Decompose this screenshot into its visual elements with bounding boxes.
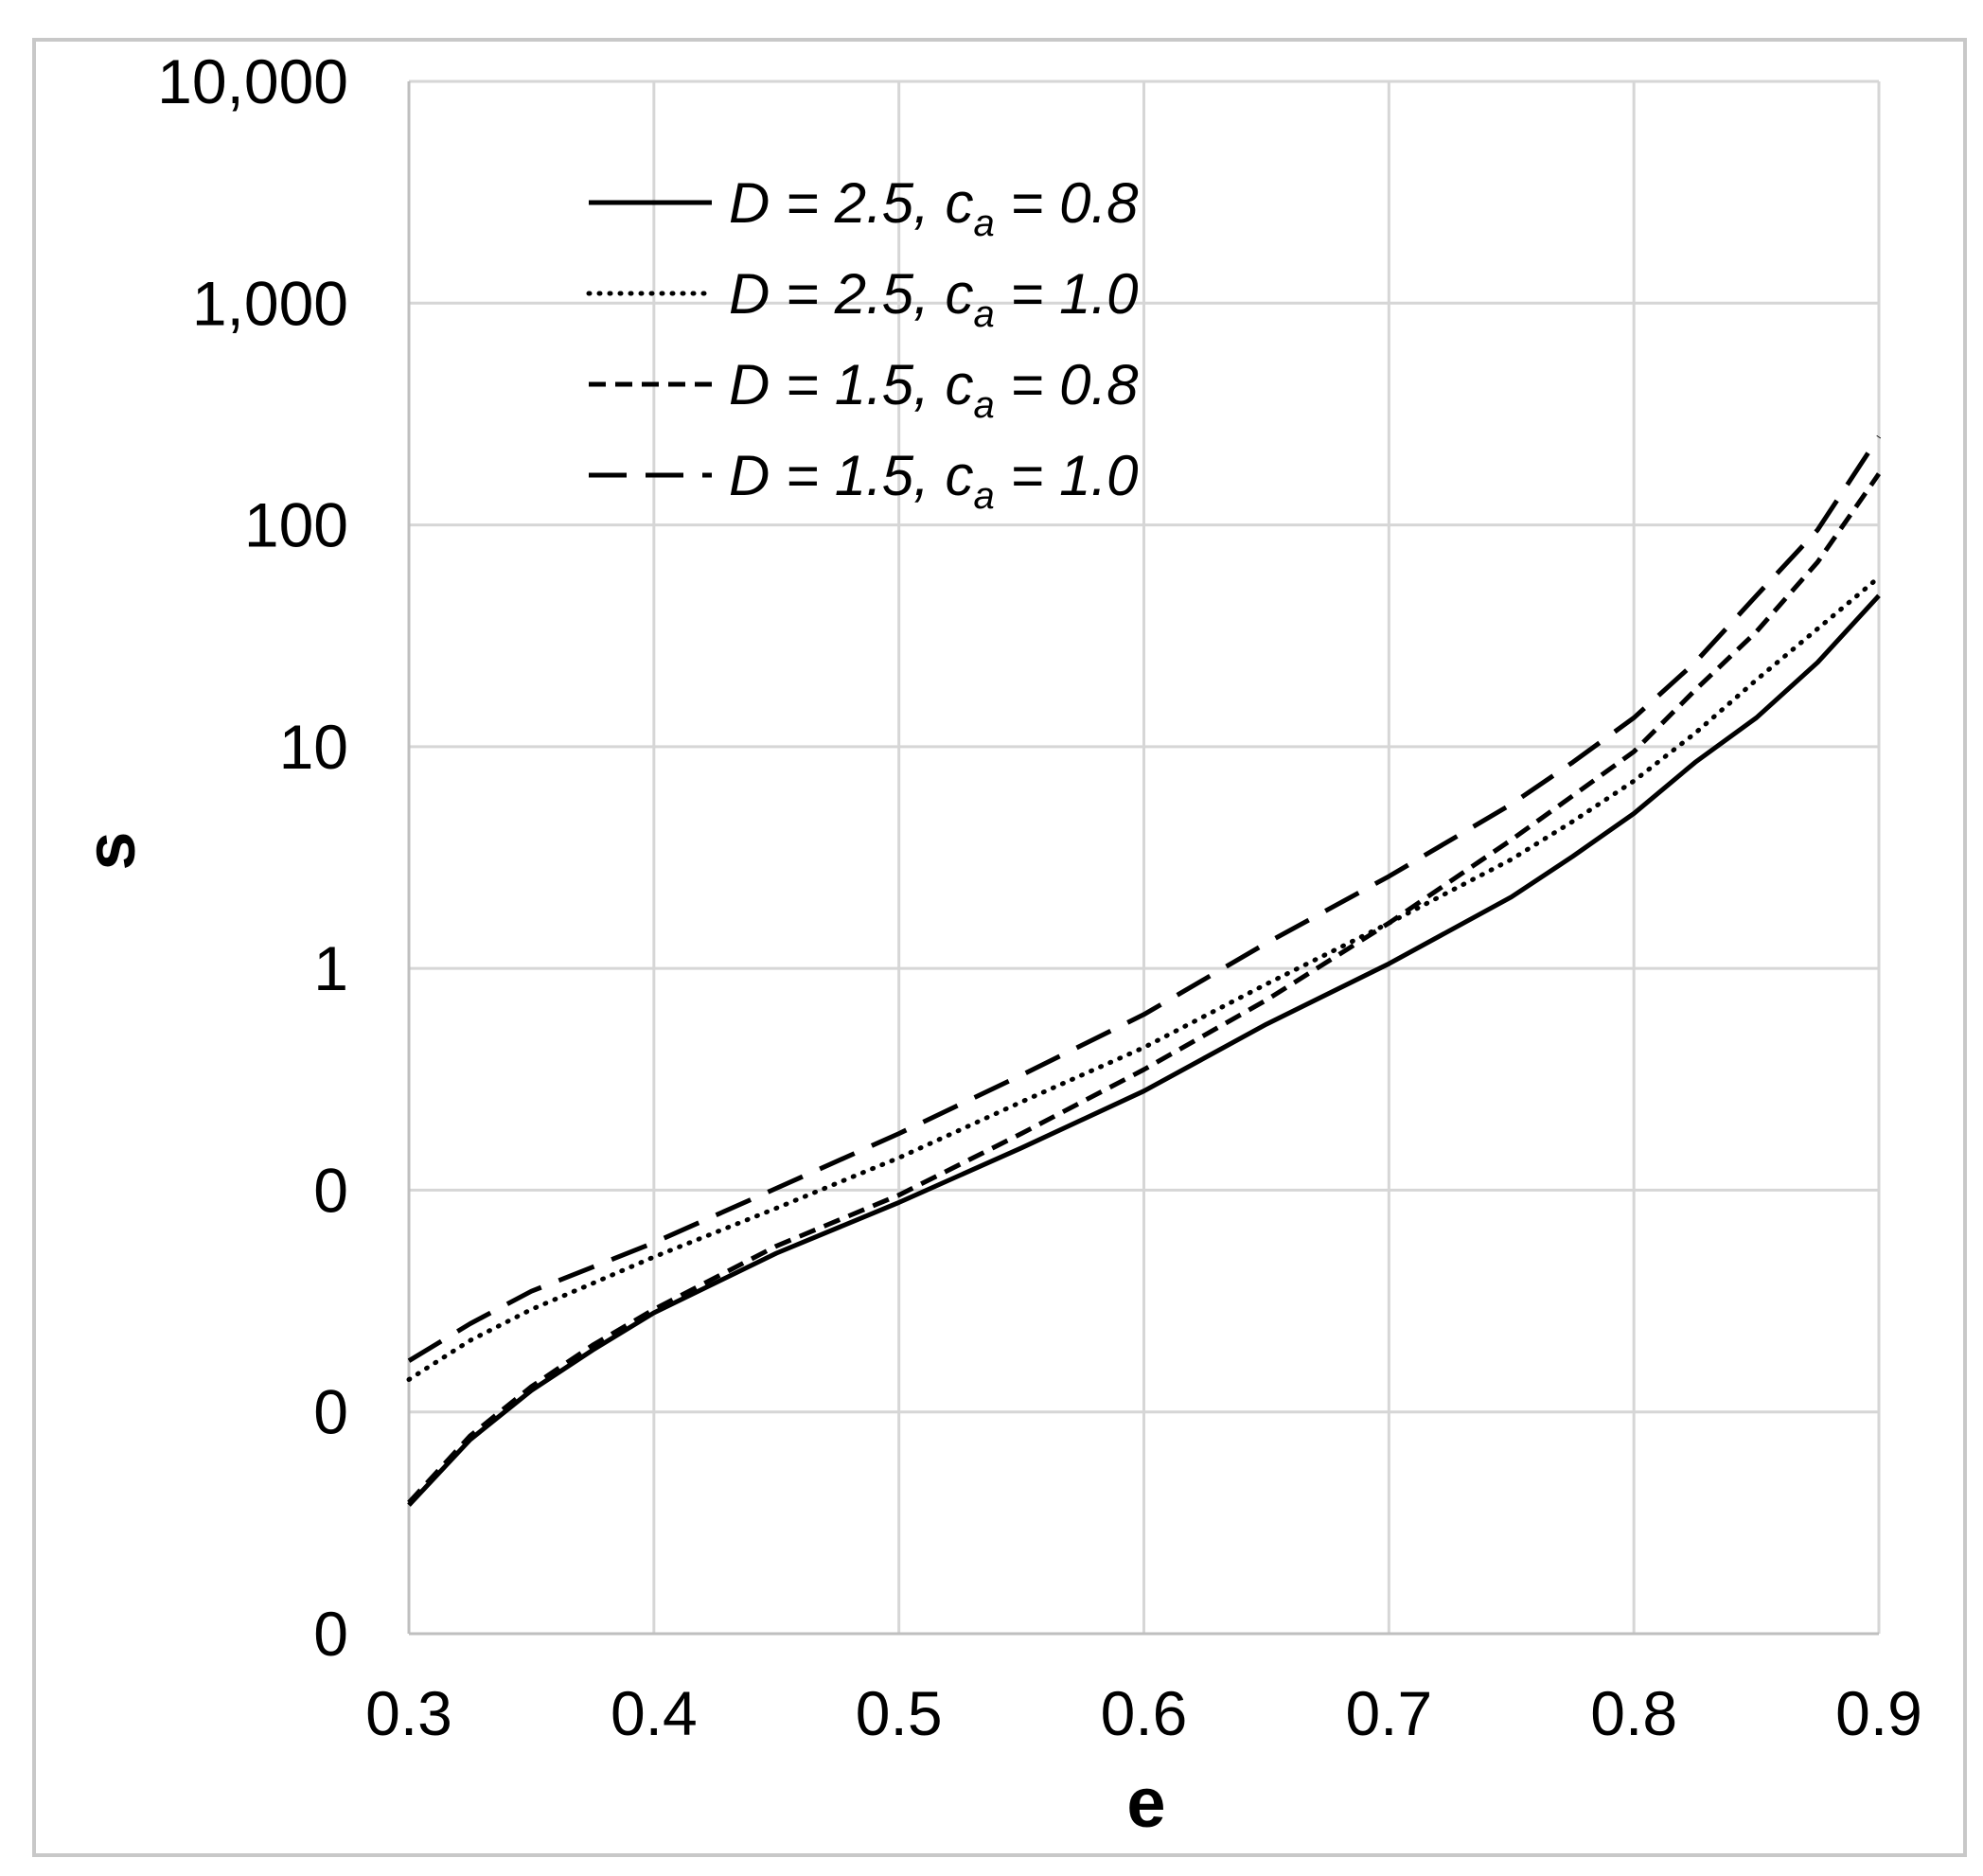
y-tick-labels: 0 0 0 1 10 100 1,000 10,000 [157,46,348,1669]
legend-label-part: D = 2.5, c [729,171,973,235]
legend-label-part: D = 1.5, c [729,353,973,416]
legend-label-1: D = 2.5, ca = 0.8 [729,171,1139,244]
x-tick-label: 0.8 [1590,1678,1677,1748]
legend-label-4: D = 1.5, ca = 1.0 [729,444,1139,517]
series-line-3 [407,472,1882,1505]
legend-label-3: D = 1.5, ca = 0.8 [729,353,1139,426]
series-line-4 [407,434,1882,1363]
legend-label-part: = 0.8 [995,353,1139,416]
legend-label-part: D = 1.5, c [729,444,973,507]
axes [407,81,1879,1636]
y-axis-title: s [71,831,150,870]
legend-label-subscript: a [973,384,994,426]
x-axis-title: e [1126,1763,1165,1842]
x-tick-labels: 0.3 0.4 0.5 0.6 0.7 0.8 0.9 [365,1678,1922,1748]
y-tick-label: 1 [313,933,348,1003]
y-tick-label: 0 [313,1599,348,1669]
legend-label-subscript: a [973,293,994,335]
y-tick-label: 0 [313,1377,348,1447]
legend-label-subscript: a [973,475,994,517]
x-tick-label: 0.4 [611,1678,698,1748]
series-line-2 [406,575,1882,1382]
series-line-1 [407,593,1881,1507]
x-tick-label: 0.5 [856,1678,943,1748]
legend-label-2: D = 2.5, ca = 1.0 [729,262,1139,335]
x-tick-label: 0.3 [365,1678,452,1748]
grid-lines [409,80,1881,1634]
figure-frame [32,38,1967,1857]
x-tick-label: 0.6 [1101,1678,1188,1748]
legend-label-part: D = 2.5, c [729,262,973,326]
x-tick-label: 0.9 [1835,1678,1922,1748]
legend-label-part: = 1.0 [995,262,1139,326]
y-tick-label: 10 [279,712,348,782]
legend-label-part: = 0.8 [995,171,1139,235]
legend-label-part: = 1.0 [995,444,1139,507]
x-tick-label: 0.7 [1345,1678,1432,1748]
legend: D = 2.5, ca = 0.8D = 2.5, ca = 1.0D = 1.… [586,171,1139,517]
y-tick-label: 100 [244,490,348,560]
legend-label-subscript: a [973,203,994,244]
y-tick-label: 0 [313,1155,348,1225]
y-tick-label: 10,000 [157,46,348,116]
y-tick-label: 1,000 [192,268,348,338]
data-series [406,434,1882,1507]
